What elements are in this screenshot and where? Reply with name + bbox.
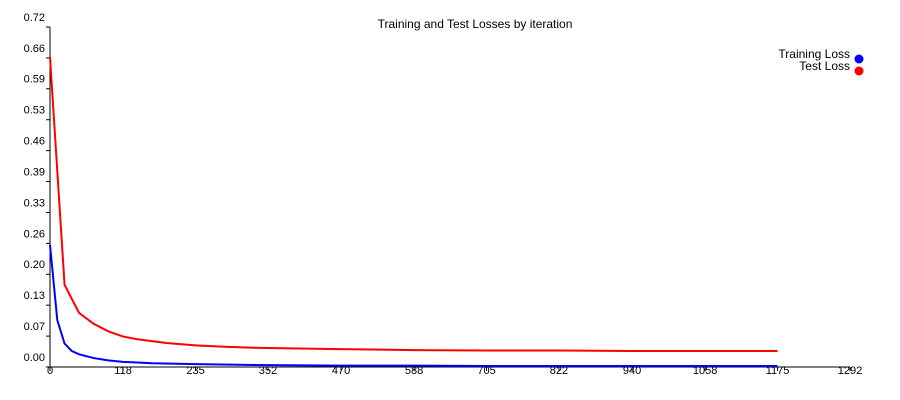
- x-tick-label: 1292: [838, 365, 862, 377]
- x-tick-label: 0: [47, 365, 53, 377]
- y-tick-label: 0.66: [24, 43, 45, 55]
- x-tick-label: 118: [114, 365, 132, 377]
- y-tick-label: 0.53: [24, 105, 45, 117]
- y-tick-label: 0.13: [24, 290, 45, 302]
- y-tick-label: 0.33: [24, 197, 45, 209]
- legend-label: Training Loss: [778, 47, 850, 61]
- y-tick-label: 0.26: [24, 228, 45, 240]
- x-tick-label: 822: [550, 365, 568, 377]
- legend-marker: [854, 66, 864, 76]
- legend-marker: [854, 54, 864, 64]
- x-tick-label: 1175: [766, 365, 790, 377]
- y-tick-label: 0.46: [24, 136, 45, 148]
- y-tick-label: 0.07: [24, 321, 45, 333]
- series-line: [49, 244, 778, 368]
- y-tick-label: 0.59: [24, 74, 45, 86]
- y-tick-label: 0.20: [24, 259, 45, 271]
- y-tick-label: 0.72: [24, 12, 45, 24]
- x-tick-label: 588: [405, 365, 423, 377]
- x-tick-label: 1058: [693, 365, 717, 377]
- y-tick-label: 0.00: [24, 352, 45, 364]
- series-line: [49, 56, 778, 353]
- legend-label: Test Loss: [799, 59, 850, 73]
- x-tick-label: 470: [332, 365, 350, 377]
- x-tick-label: 235: [186, 365, 204, 377]
- y-tick-label: 0.39: [24, 166, 45, 178]
- x-tick-label: 705: [477, 365, 495, 377]
- chart-title: Training and Test Losses by iteration: [378, 17, 573, 31]
- x-tick-label: 352: [259, 365, 277, 377]
- x-tick-label: 940: [623, 365, 641, 377]
